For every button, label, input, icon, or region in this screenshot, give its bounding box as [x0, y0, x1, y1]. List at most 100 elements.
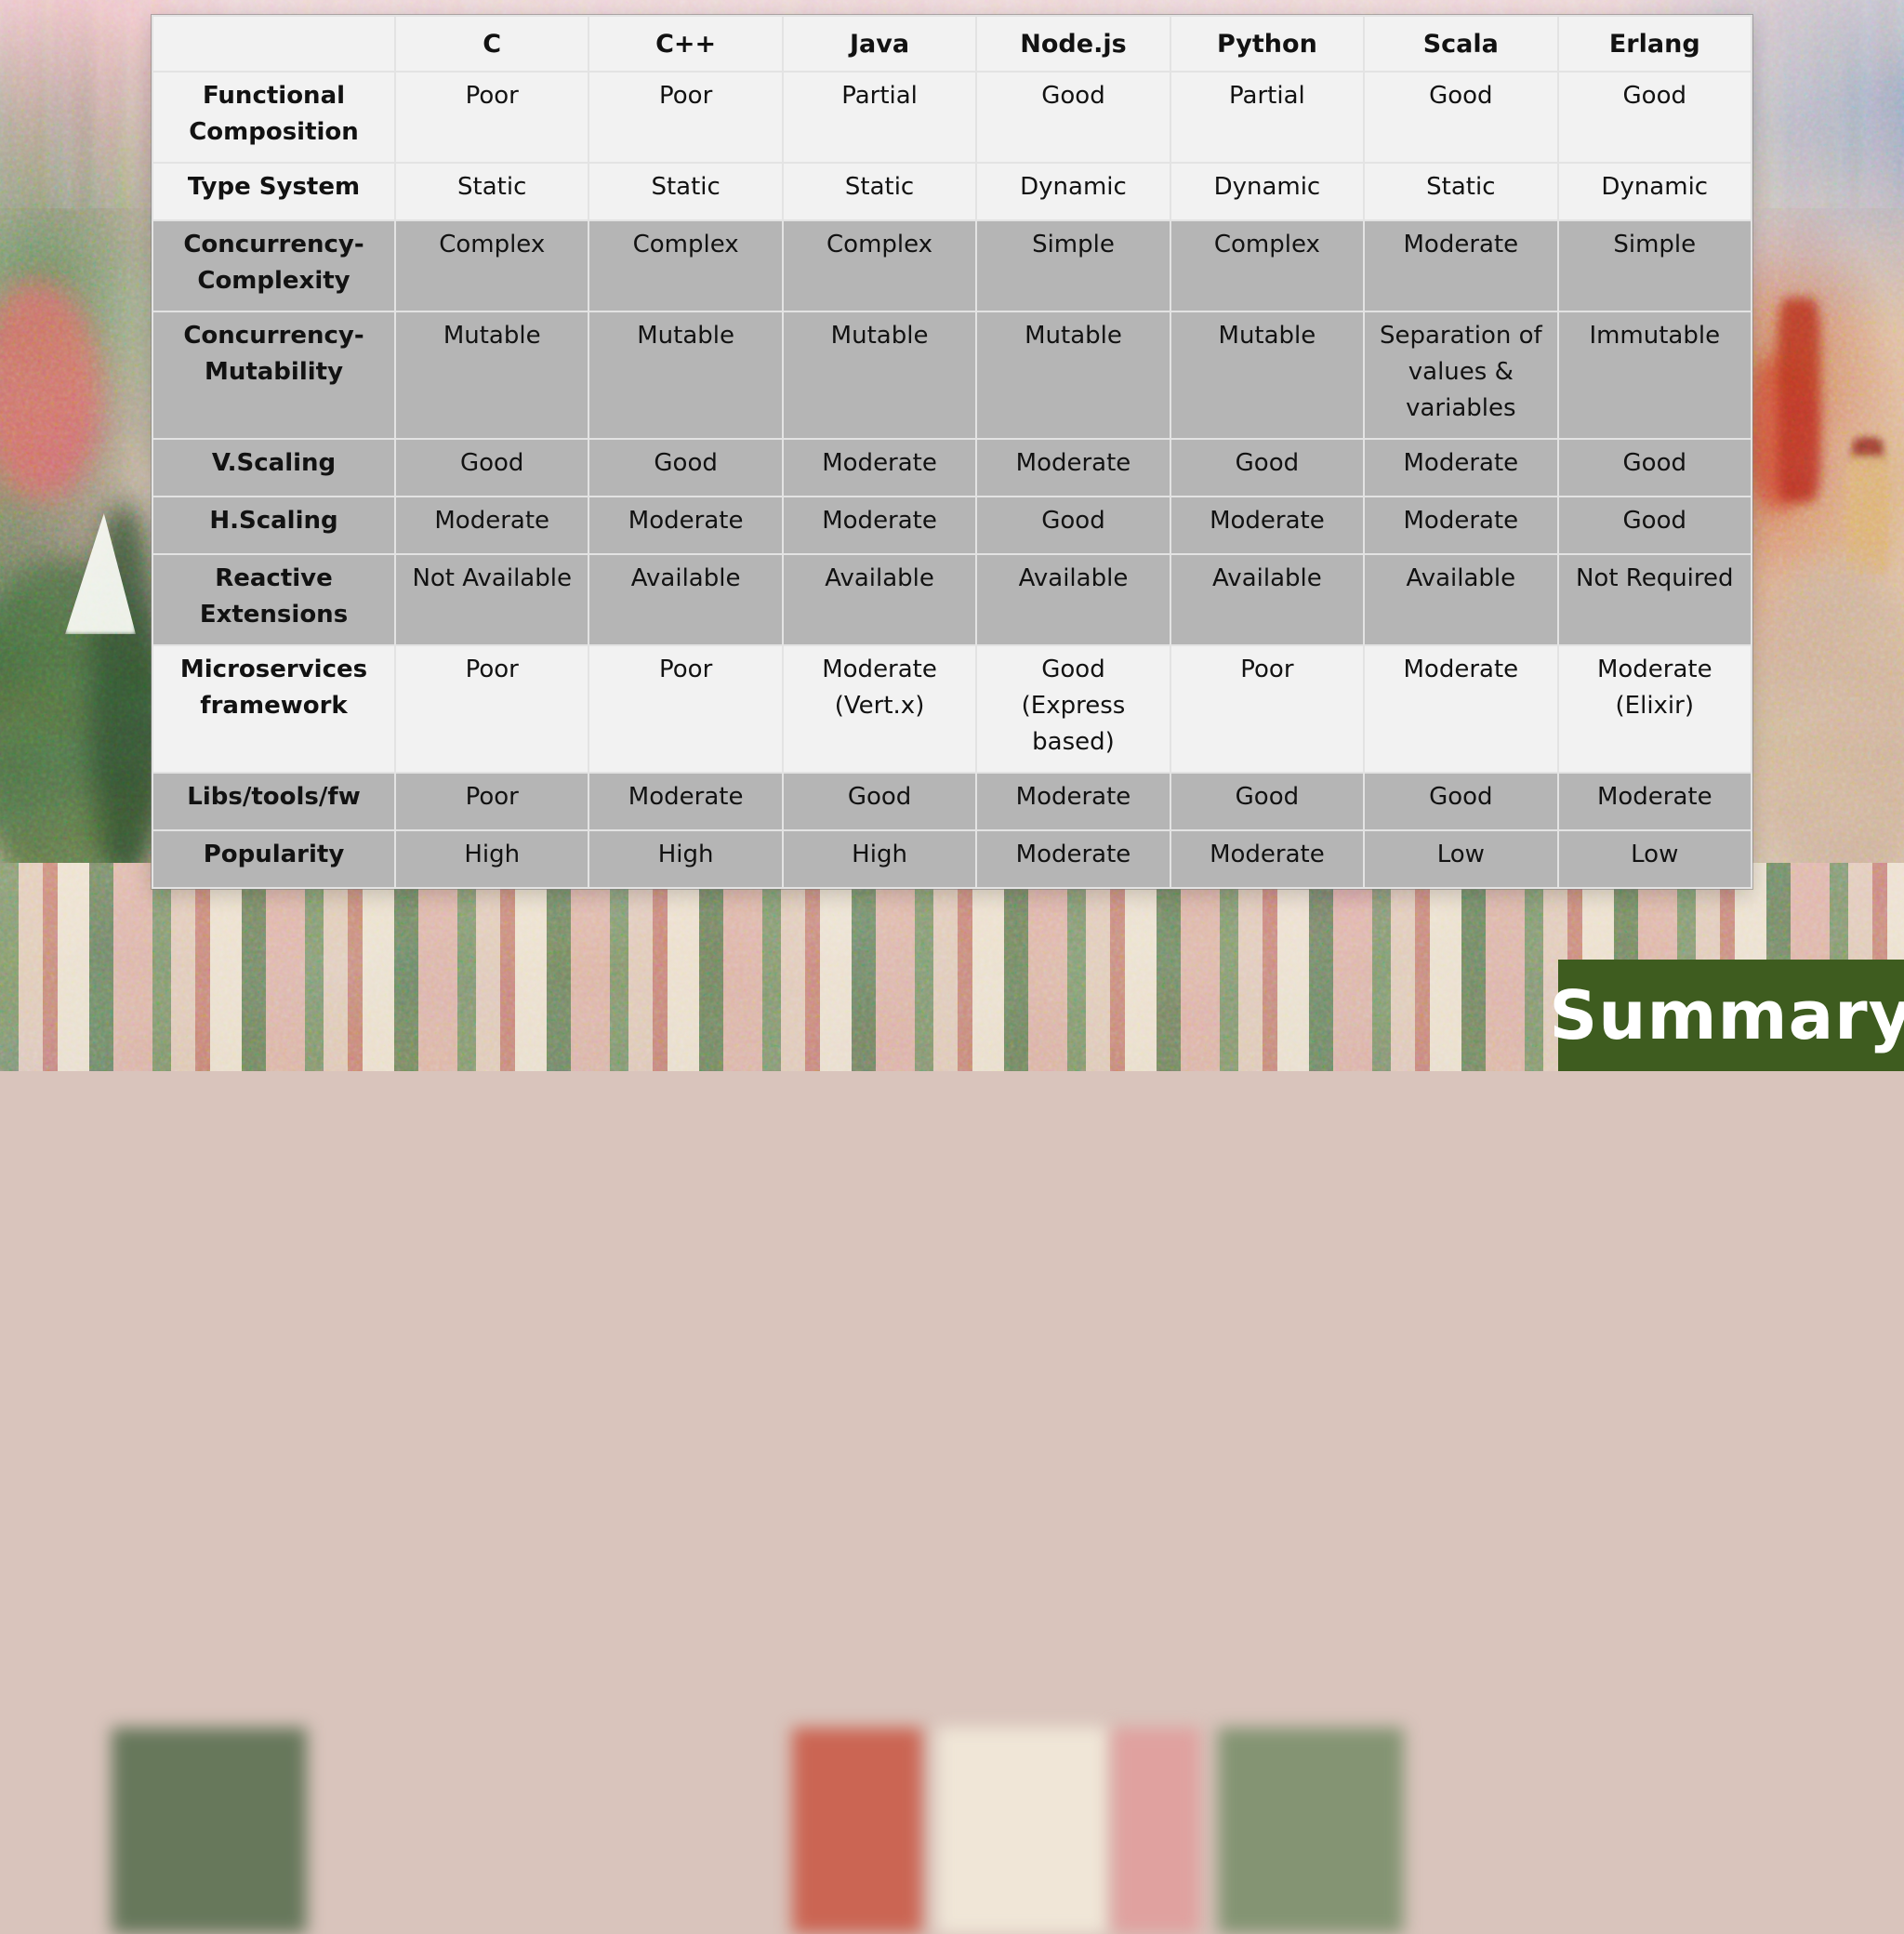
summary-label: Summary	[1549, 976, 1904, 1054]
water-reflection-cream	[937, 1728, 1109, 1934]
table-cell: Good	[781, 772, 978, 831]
table-cell: Good	[588, 438, 784, 497]
painting-red-tower-right	[1778, 298, 1820, 502]
table-cell: Available	[781, 553, 978, 646]
table-row: Popularity High High High Moderate Moderate Lo…	[152, 829, 1753, 889]
table-cell: Poor	[588, 71, 784, 164]
column-header: Python	[1169, 15, 1366, 73]
row-label: Type System	[152, 162, 396, 221]
table-row: Type System Static Static Static Dynamic Dyna…	[152, 162, 1753, 221]
table-body: Functional Composition Poor Poor Partial Goo…	[152, 71, 1753, 889]
table-cell: Simple	[1556, 219, 1753, 312]
table-cell: Poor	[588, 644, 784, 774]
table-cell: Good (Express based)	[975, 644, 1171, 774]
language-comparison-table: C C++ Java Node.js Python Scala Erlang Functio…	[152, 15, 1753, 889]
table-cell: Moderate	[1363, 496, 1559, 555]
table-cell: Good	[1556, 71, 1753, 164]
table-cell: Complex	[1169, 219, 1366, 312]
table-row: Libs/tools/fw Poor Moderate Good Moderate Goo…	[152, 772, 1753, 831]
table-row: Functional Composition Poor Poor Partial Goo…	[152, 71, 1753, 164]
table-cell: Static	[781, 162, 978, 221]
row-label: Microservices framework	[152, 644, 396, 774]
table-cell: Dynamic	[1556, 162, 1753, 221]
table-cell: Low	[1363, 829, 1559, 889]
table-cell: Good	[393, 438, 590, 497]
table-cell: Moderate	[781, 438, 978, 497]
table-row: Concurrency-Mutability Mutable Mutable Muta…	[152, 311, 1753, 440]
row-label: Functional Composition	[152, 71, 396, 164]
table-cell: Moderate	[1556, 772, 1753, 831]
table-cell: Good	[1169, 772, 1366, 831]
table-cell: Immutable	[1556, 311, 1753, 440]
table-cell: High	[588, 829, 784, 889]
table-row: Concurrency-Complexity Complex Complex Comp…	[152, 219, 1753, 312]
table-cell: High	[781, 829, 978, 889]
row-label: Reactive Extensions	[152, 553, 396, 646]
table-cell: Complex	[781, 219, 978, 312]
table-cell: Complex	[588, 219, 784, 312]
table-cell: Mutable	[393, 311, 590, 440]
table-cell: Available	[1363, 553, 1559, 646]
painting-shore-right	[1757, 558, 1904, 893]
table-cell: Good	[1169, 438, 1366, 497]
table-cell: Good	[1363, 772, 1559, 831]
table-cell: Mutable	[975, 311, 1171, 440]
table-cell: Poor	[393, 772, 590, 831]
table-row: H.Scaling Moderate Moderate Moderate Good Mod…	[152, 496, 1753, 555]
painting-monument	[1846, 456, 1889, 576]
water-reflection-pink	[1112, 1728, 1200, 1934]
row-label: Popularity	[152, 829, 396, 889]
row-label: H.Scaling	[152, 496, 396, 555]
table-cell: Moderate	[588, 772, 784, 831]
table-cell: Static	[393, 162, 590, 221]
column-header: Java	[781, 15, 978, 73]
table-cell: Partial	[1169, 71, 1366, 164]
table-cell: Separation of values & variables	[1363, 311, 1559, 440]
column-header: C	[393, 15, 590, 73]
table-cell: Moderate	[393, 496, 590, 555]
row-label: Concurrency-Mutability	[152, 311, 396, 440]
table-cell: Good	[1556, 438, 1753, 497]
water-reflection-dark-green	[112, 1728, 307, 1934]
table-cell: Partial	[781, 71, 978, 164]
summary-badge: Summary	[1549, 960, 1904, 1071]
table-cell: Not Required	[1556, 553, 1753, 646]
table-cell: Good	[1363, 71, 1559, 164]
table-cell: Mutable	[588, 311, 784, 440]
water-reflection-red	[792, 1728, 922, 1934]
table-cell: Moderate	[588, 496, 784, 555]
column-header: Scala	[1363, 15, 1559, 73]
column-header: Erlang	[1556, 15, 1753, 73]
table-cell: Moderate	[975, 829, 1171, 889]
table-cell: Static	[588, 162, 784, 221]
row-label: Libs/tools/fw	[152, 772, 396, 831]
table-cell: Moderate	[1363, 438, 1559, 497]
table-cell: Moderate	[975, 438, 1171, 497]
water-reflection-green	[1218, 1728, 1404, 1934]
table-cell: High	[393, 829, 590, 889]
table-cell: Good	[975, 496, 1171, 555]
table-cell: Not Available	[393, 553, 590, 646]
table-cell: Mutable	[781, 311, 978, 440]
row-label: Concurrency-Complexity	[152, 219, 396, 312]
corner-cell	[152, 15, 396, 73]
table-cell: Moderate (Elixir)	[1556, 644, 1753, 774]
table-cell: Poor	[1169, 644, 1366, 774]
table-cell: Good	[975, 71, 1171, 164]
table-cell: Moderate	[1363, 219, 1559, 312]
header-row: C C++ Java Node.js Python Scala Erlang	[152, 15, 1753, 73]
table-cell: Low	[1556, 829, 1753, 889]
table-cell: Dynamic	[975, 162, 1171, 221]
table-row: Reactive Extensions Not Available Availabl…	[152, 553, 1753, 646]
table-cell: Good	[1556, 496, 1753, 555]
table-cell: Moderate	[1169, 496, 1366, 555]
column-header: C++	[588, 15, 784, 73]
table-cell: Available	[588, 553, 784, 646]
table-cell: Moderate	[1169, 829, 1366, 889]
table-cell: Complex	[393, 219, 590, 312]
table-cell: Available	[975, 553, 1171, 646]
table-row: V.Scaling Good Good Moderate Moderate Good Mod…	[152, 438, 1753, 497]
table-cell: Moderate (Vert.x)	[781, 644, 978, 774]
table-cell: Static	[1363, 162, 1559, 221]
painting-blossom-left	[0, 279, 102, 502]
